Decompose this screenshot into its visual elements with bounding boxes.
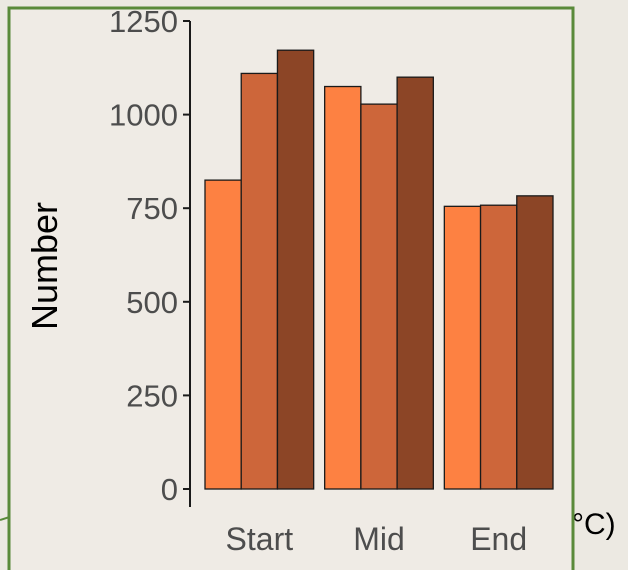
bar bbox=[479, 204, 518, 490]
bar bbox=[324, 85, 362, 490]
bar bbox=[516, 195, 554, 490]
y-tick-label: 500 bbox=[126, 285, 178, 320]
y-tick-label: 1250 bbox=[109, 4, 178, 39]
x-category-label: Start bbox=[226, 521, 294, 557]
cropped-axis-text: °C) bbox=[572, 508, 616, 541]
bar bbox=[204, 179, 242, 490]
bar bbox=[276, 49, 315, 490]
y-tick-label: 0 bbox=[161, 472, 178, 507]
x-category-label: Mid bbox=[353, 521, 405, 557]
y-tick-label: 1000 bbox=[109, 98, 178, 133]
bar bbox=[360, 103, 398, 490]
y-tick-label: 250 bbox=[126, 378, 178, 413]
x-category-label: End bbox=[470, 521, 527, 557]
x-axis: Start Mid End bbox=[226, 521, 528, 557]
y-axis: 0 250 500 750 1000 1250 bbox=[109, 4, 191, 507]
bar bbox=[396, 76, 434, 490]
bar bbox=[240, 72, 279, 490]
bar bbox=[443, 205, 482, 490]
y-axis-title: Number bbox=[24, 202, 65, 330]
y-tick-label: 750 bbox=[126, 191, 178, 226]
bars bbox=[204, 49, 554, 490]
